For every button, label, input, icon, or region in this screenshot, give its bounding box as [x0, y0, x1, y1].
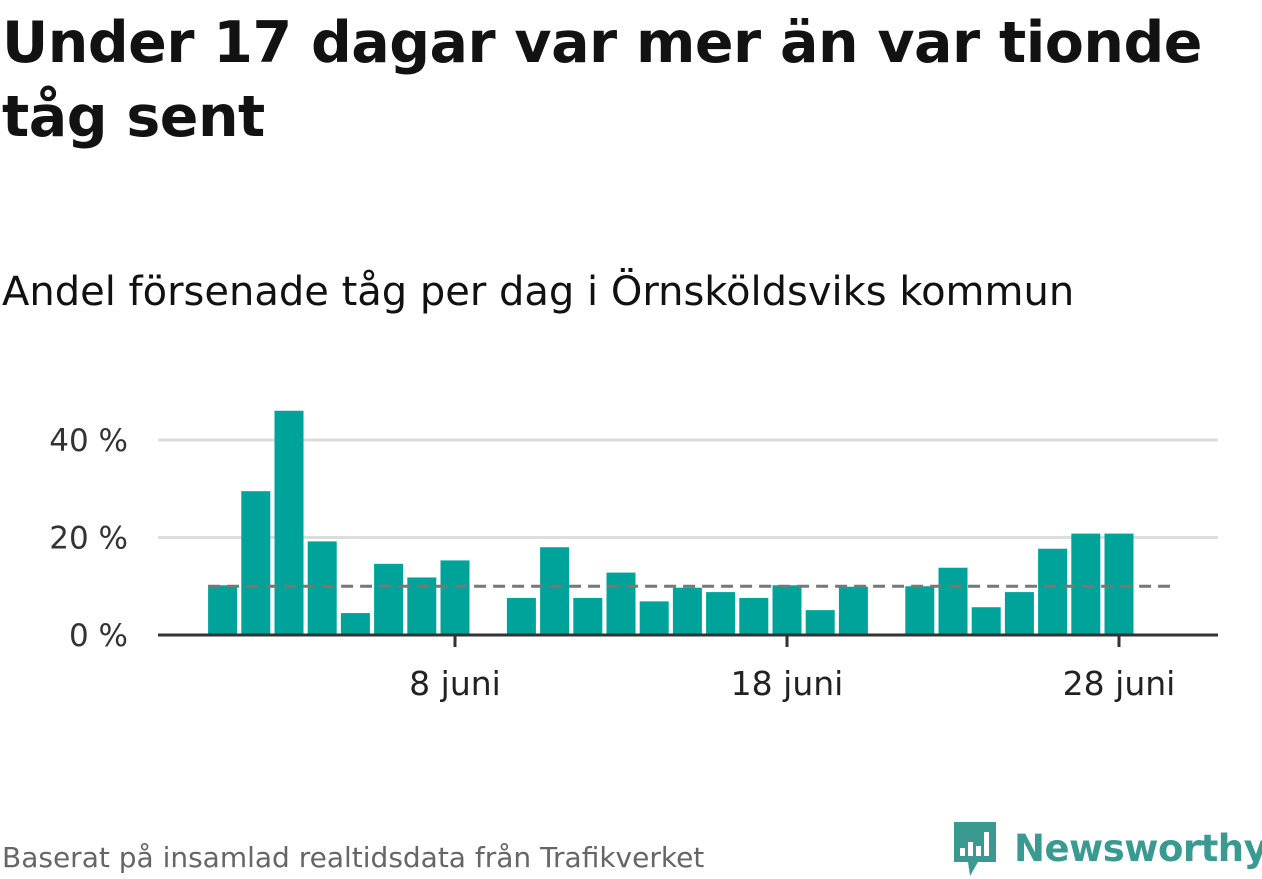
bar	[772, 585, 802, 635]
bars	[208, 410, 1134, 635]
bar	[971, 607, 1001, 635]
chart-title: Under 17 dagar var mer än var tionde tåg…	[2, 10, 1202, 150]
x-tick-label: 8 juni	[409, 664, 501, 703]
bar	[938, 567, 968, 635]
bar-chart: 8 juni 18 juni 28 juni 0 % 20 % 40 %	[49, 410, 1218, 703]
bar	[1004, 592, 1034, 635]
y-axis-labels: 0 % 20 % 40 %	[49, 423, 128, 654]
bar	[506, 597, 536, 635]
bar	[274, 410, 304, 635]
bar	[739, 597, 769, 635]
bar	[374, 563, 404, 635]
chart-subtitle: Andel försenade tåg per dag i Örnsköldsv…	[2, 269, 1075, 315]
x-tick-label: 18 juni	[731, 664, 844, 703]
bar	[307, 541, 337, 635]
bar	[340, 613, 370, 635]
x-axis: 8 juni 18 juni 28 juni	[158, 633, 1218, 703]
newsworthy-logo-icon	[954, 822, 996, 876]
grid-lines	[158, 438, 1218, 539]
bar	[606, 572, 636, 635]
bar	[905, 586, 935, 635]
bar	[440, 560, 470, 635]
y-tick-label: 40 %	[49, 423, 128, 459]
bar	[540, 547, 570, 635]
bar	[1071, 533, 1101, 635]
source-note: Baserat på insamlad realtidsdata från Tr…	[2, 841, 705, 874]
brand-name: Newsworthy	[1014, 826, 1262, 870]
bar	[639, 601, 669, 635]
bar	[706, 592, 736, 635]
bar	[573, 597, 603, 635]
bar	[1038, 548, 1068, 635]
bar	[208, 585, 238, 635]
y-tick-label: 20 %	[49, 521, 128, 557]
bar	[241, 491, 271, 635]
bar	[805, 610, 835, 635]
y-tick-label: 0 %	[69, 618, 128, 654]
bar	[1104, 533, 1134, 635]
bar	[672, 587, 702, 635]
x-tick-label: 28 juni	[1063, 664, 1176, 703]
bar	[838, 586, 868, 635]
brand-logo: Newsworthy	[950, 818, 1262, 878]
